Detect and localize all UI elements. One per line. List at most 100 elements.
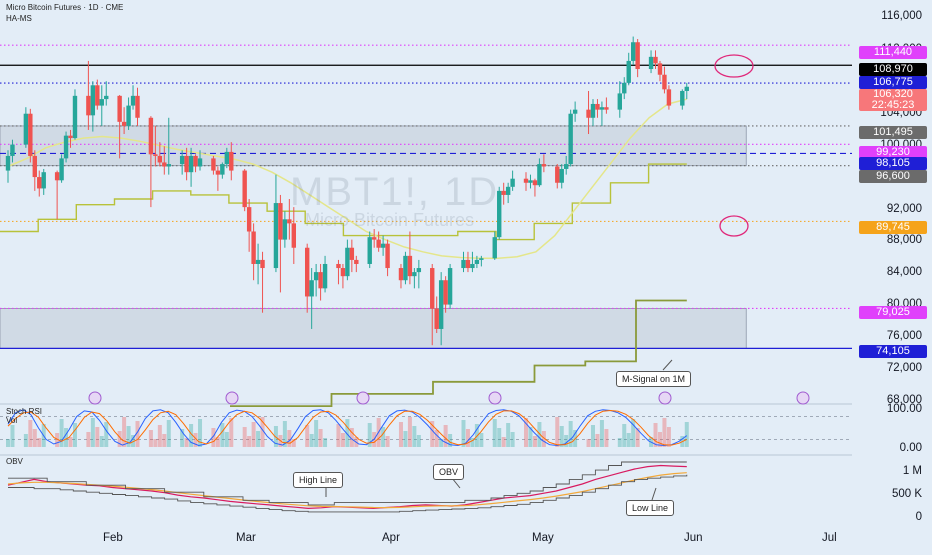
callout-pointer	[651, 487, 657, 501]
candle-body	[680, 90, 685, 106]
candle-body	[59, 158, 64, 181]
candle-body	[443, 280, 448, 305]
x-tick-label: Jun	[684, 532, 703, 544]
candle-body	[184, 155, 189, 173]
volume-bar	[407, 417, 412, 447]
price-tag-106775: 106,775	[859, 76, 927, 89]
y-tick-label: 76,000	[886, 330, 922, 342]
volume-bar	[564, 435, 569, 447]
candle-body	[630, 42, 636, 61]
volume-bar	[72, 423, 77, 447]
candle-body	[340, 268, 346, 277]
volume-bar	[229, 418, 234, 447]
candle-body	[104, 95, 109, 100]
volume-bar	[340, 433, 345, 447]
stoch-series-line	[7, 409, 688, 446]
volume-bar	[323, 438, 328, 447]
volume-bar	[595, 434, 600, 447]
candle-body	[528, 180, 533, 183]
candle-body	[318, 272, 323, 289]
candle-body	[586, 109, 591, 118]
candle-body	[273, 203, 279, 269]
volume-bar	[117, 431, 122, 447]
volume-bar	[506, 423, 511, 447]
obv-series-line	[7, 464, 687, 510]
candle-body	[322, 263, 328, 289]
candle-body	[188, 155, 194, 173]
candle-body	[354, 259, 359, 264]
candle-body	[523, 178, 529, 183]
bar-countdown: 22:45:23	[871, 99, 915, 111]
price-tag-99230: 99,230	[859, 146, 927, 159]
event-marker	[356, 391, 370, 405]
candle-body	[278, 203, 283, 240]
volume-bar	[568, 421, 573, 447]
volume-bar	[32, 429, 37, 447]
volume-bar	[135, 421, 140, 447]
price-tag-98105: 98,105	[859, 157, 927, 170]
volume-bar	[86, 432, 91, 447]
volume-bar	[6, 439, 10, 447]
price-tag-79025: 79,025	[859, 306, 927, 319]
candle-body	[564, 164, 569, 169]
obv-series-line	[8, 461, 687, 506]
candle-body	[403, 255, 408, 281]
volume-bar	[37, 438, 42, 447]
candle-body	[635, 42, 640, 70]
price-tag-74105: 74,105	[859, 345, 927, 358]
volume-bar	[291, 439, 296, 447]
volume-bar	[287, 430, 292, 447]
candle-body	[193, 155, 198, 167]
candle-body	[63, 135, 69, 159]
candle-body	[68, 135, 73, 139]
candle-body	[474, 259, 480, 264]
volume-bar	[555, 417, 560, 447]
candle-body	[416, 268, 422, 273]
volume-bar	[385, 436, 390, 447]
candle-body	[23, 113, 29, 145]
volume-bar	[198, 419, 203, 447]
volume-bar	[55, 433, 60, 447]
candle-body	[242, 170, 247, 208]
support-zone	[0, 308, 747, 349]
volume-bar	[416, 435, 421, 447]
volume-bar	[282, 421, 287, 447]
volume-bar	[68, 437, 73, 447]
x-tick-label: Apr	[382, 532, 400, 544]
indicator-title: HA-MS	[6, 14, 32, 23]
stoch-tick-label: 0.00	[899, 442, 922, 454]
candle-body	[130, 95, 136, 106]
volume-bar	[497, 428, 502, 447]
candle-body	[41, 172, 46, 189]
candle-body	[537, 164, 542, 186]
y-tick-label: 84,000	[886, 266, 922, 278]
volume-bar	[398, 422, 403, 447]
event-marker	[488, 391, 502, 405]
volume-bar	[131, 435, 136, 447]
watermark-name: Micro Bitcoin Futures	[305, 210, 475, 230]
volume-bar	[193, 433, 198, 447]
candle-body	[470, 263, 475, 269]
volume-bar	[59, 419, 64, 447]
candle-body	[309, 280, 314, 297]
support-zone	[0, 125, 747, 167]
volume-bar	[148, 430, 153, 447]
candle-body	[251, 231, 256, 264]
candle-body	[117, 95, 122, 122]
volume-bar	[631, 419, 636, 447]
volume-bar	[479, 433, 484, 447]
candle-body	[572, 109, 578, 114]
candle-body	[345, 247, 350, 277]
candle-body	[287, 219, 292, 224]
volume-bar	[412, 426, 417, 447]
candle-body	[126, 105, 131, 126]
last-price-value: 106,320	[873, 88, 913, 100]
candle-body	[541, 164, 547, 167]
candle-body	[157, 155, 163, 163]
y-tick-label: 68,000	[886, 394, 922, 406]
volume-bar	[510, 432, 515, 447]
candle-body	[371, 237, 377, 240]
candle-body	[260, 259, 265, 269]
volume-bar	[666, 427, 671, 447]
volume-bar	[247, 436, 252, 447]
